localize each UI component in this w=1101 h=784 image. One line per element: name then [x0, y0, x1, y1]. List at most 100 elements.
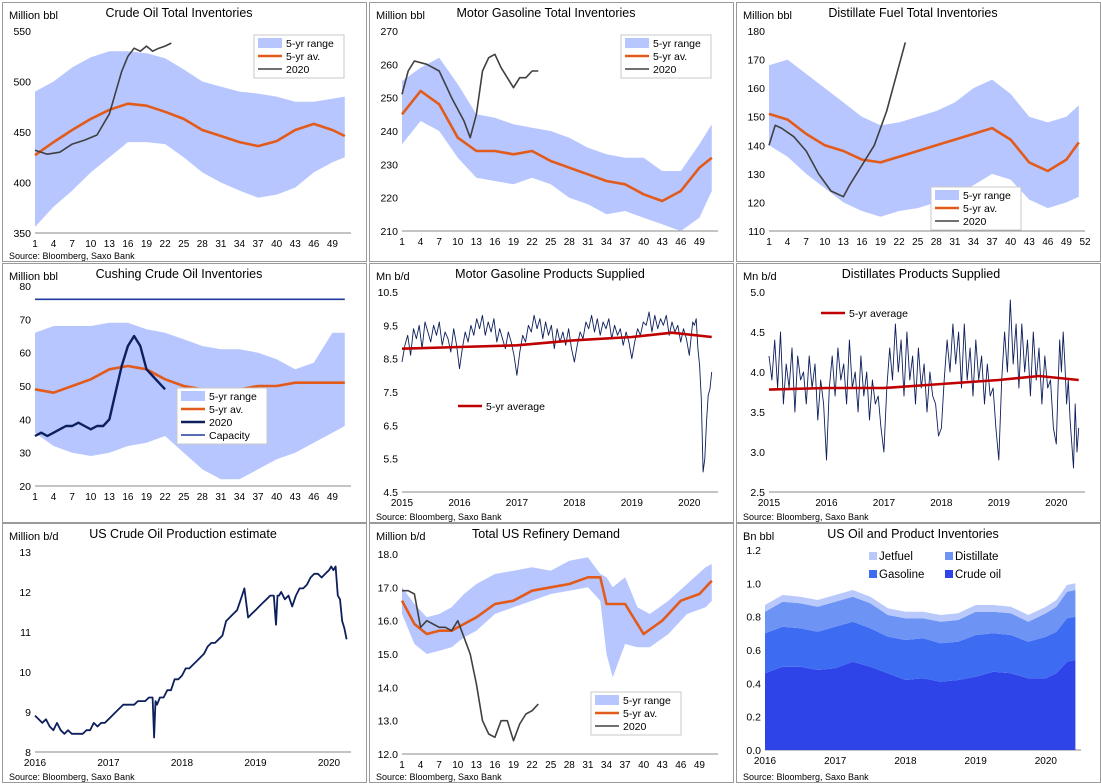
chart1-xtick: 16 [489, 237, 501, 248]
chart1-ytick: 210 [380, 226, 398, 238]
panel-cushing-inventories: Cushing Crude Oil Inventories Million bbl… [2, 263, 367, 523]
chart7-legend-label: 5-yr av. [623, 708, 657, 720]
chart8-title: US Oil and Product Inventories [827, 527, 999, 541]
chart8-legend-swatch [945, 570, 953, 578]
chart1-range-band [402, 57, 712, 232]
chart1-legend-swatch [625, 38, 649, 48]
panel-distillate-inventories: Distillate Fuel Total Inventories Million… [736, 2, 1101, 262]
chart-cushing-inventories: Cushing Crude Oil Inventories Million bbl… [9, 267, 351, 503]
chart0-xtick: 10 [85, 239, 97, 250]
chart5-legend-label: 5-yr average [849, 308, 908, 320]
chart-refinery-demand: Total US Refinery Demand Million b/d Sourc… [376, 527, 718, 782]
chart5-ytick: 3.5 [750, 407, 765, 419]
chart2-xtick: 1 [766, 237, 772, 248]
chart-distillates-supplied: Distillates Products Supplied Mn b/d Sourc… [743, 267, 1085, 522]
chart8-stack-crude-oil [765, 660, 1076, 750]
chart2-series-2020 [768, 42, 907, 198]
chart1-xtick: 19 [508, 237, 520, 248]
chart5-ytick: 3.0 [750, 447, 765, 459]
chart7-xtick: 22 [527, 760, 539, 771]
chart1-ylabel: Million bbl [376, 10, 425, 22]
chart3-xtick: 19 [141, 492, 153, 503]
chart1-title: Motor Gasoline Total Inventories [456, 6, 635, 20]
chart4-ytick: 5.5 [383, 454, 398, 466]
chart6-ytick: 12 [19, 587, 31, 599]
chart5-title: Distillates Products Supplied [842, 267, 1000, 281]
chart8-ylabel: Bn bbl [743, 531, 774, 543]
chart7-xtick: 7 [436, 760, 442, 771]
chart2-legend-label: 5-yr av. [963, 203, 997, 215]
chart2-xtick: 49 [1061, 237, 1073, 248]
chart0-legend-label: 2020 [286, 64, 310, 76]
chart0-legend-label: 5-yr av. [286, 51, 320, 63]
chart-distillate-inventories: Distillate Fuel Total Inventories Million… [743, 6, 1091, 248]
chart1-xtick: 7 [436, 237, 442, 248]
chart1-xtick: 13 [471, 237, 483, 248]
chart8-xtick: 2017 [824, 756, 847, 767]
chart3-xtick: 7 [69, 492, 75, 503]
chart7-range-band [402, 557, 712, 678]
chart3-xtick: 37 [252, 492, 264, 503]
chart1-ytick: 250 [380, 93, 398, 105]
chart8-xtick: 2018 [894, 756, 917, 767]
chart5-xtick: 2016 [815, 498, 838, 509]
chart2-legend-swatch [935, 190, 959, 200]
chart0-ytick: 450 [13, 127, 31, 139]
chart7-xtick: 19 [508, 760, 520, 771]
chart7-title: Total US Refinery Demand [472, 527, 620, 541]
chart1-xtick: 10 [452, 237, 464, 248]
panel-us-crude-production: US Crude Oil Production estimate Million … [2, 523, 367, 783]
chart3-ytick: 80 [19, 281, 31, 293]
chart2-ylabel: Million bbl [743, 10, 792, 22]
panel-crude-oil-inventories: Crude Oil Total Inventories Million bbl So… [2, 2, 367, 262]
panel-distillates-supplied: Distillates Products Supplied Mn b/d Sourc… [736, 263, 1101, 523]
chart2-xtick: 4 [785, 237, 791, 248]
chart0-xtick: 25 [178, 239, 190, 250]
chart3-ytick: 60 [19, 348, 31, 360]
chart2-xtick: 16 [856, 237, 868, 248]
chart5-legend: 5-yr average [821, 308, 908, 320]
chart3-ytick: 20 [19, 481, 31, 493]
chart7-xtick: 31 [582, 760, 594, 771]
chart3-legend-label: Capacity [209, 430, 251, 442]
chart5-xtick: 2020 [1045, 498, 1068, 509]
chart7-ylabel: Million b/d [376, 531, 426, 543]
chart1-series-5-yr-av- [400, 89, 713, 203]
chart3-ytick: 30 [19, 448, 31, 460]
chart8-ytick: 0.4 [746, 678, 761, 690]
chart3-xtick: 16 [122, 492, 134, 503]
chart1-ytick: 270 [380, 26, 398, 38]
chart2-xtick: 52 [1079, 237, 1091, 248]
chart2-title: Distillate Fuel Total Inventories [828, 6, 997, 20]
chart0-xtick: 22 [160, 239, 172, 250]
chart2-xtick: 28 [931, 237, 943, 248]
chart7-legend-swatch [595, 695, 619, 705]
chart4-xtick: 2016 [448, 498, 471, 509]
chart1-xtick: 25 [545, 237, 557, 248]
chart4-ytick: 6.5 [383, 420, 398, 432]
chart4-ytick: 10.5 [378, 287, 399, 299]
chart8-xtick: 2019 [965, 756, 988, 767]
chart3-xtick: 4 [51, 492, 57, 503]
chart3-legend-label: 2020 [209, 417, 233, 429]
chart5-ytick: 2.5 [750, 487, 765, 499]
chart2-xtick: 34 [968, 237, 980, 248]
chart4-series-5-yr-average [401, 331, 712, 350]
chart4-legend-label: 5-yr average [486, 401, 545, 413]
chart2-xtick: 43 [1024, 237, 1036, 248]
chart6-xtick: 2016 [24, 758, 47, 769]
chart7-ytick: 13.0 [378, 716, 399, 728]
chart7-ytick: 18.0 [378, 549, 399, 561]
chart2-xtick: 10 [819, 237, 831, 248]
panel-oil-product-inventories: US Oil and Product Inventories Bn bbl Sour… [736, 523, 1101, 783]
chart0-legend-swatch [258, 38, 282, 48]
chart1-legend-label: 2020 [653, 64, 677, 76]
chart8-legend: Jetfuel Distillate Gasoline Crude oil [869, 551, 1001, 581]
chart3-legend-label: 5-yr av. [209, 404, 243, 416]
chart7-xtick: 49 [694, 760, 706, 771]
chart4-ytick: 8.5 [383, 354, 398, 366]
chart0-ytick: 550 [13, 26, 31, 38]
chart3-xtick: 25 [178, 492, 190, 503]
